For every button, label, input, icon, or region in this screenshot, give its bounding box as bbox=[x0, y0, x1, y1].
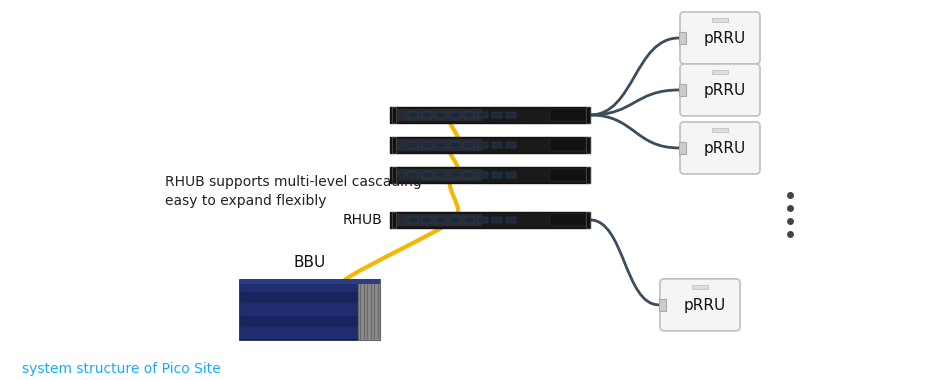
Bar bbox=[478, 217, 488, 223]
Bar bbox=[550, 214, 586, 226]
Bar bbox=[712, 70, 728, 74]
Bar bbox=[358, 280, 380, 340]
Bar bbox=[712, 128, 728, 132]
Text: RHUB supports multi-level cascading
easy to expand flexibly: RHUB supports multi-level cascading easy… bbox=[165, 175, 422, 209]
Bar bbox=[450, 112, 460, 118]
Bar bbox=[422, 172, 432, 178]
Bar bbox=[450, 217, 460, 223]
Bar bbox=[464, 142, 474, 148]
Bar bbox=[679, 142, 686, 154]
Bar bbox=[408, 172, 418, 178]
FancyBboxPatch shape bbox=[660, 279, 740, 331]
Bar bbox=[712, 18, 728, 22]
Bar bbox=[478, 172, 488, 178]
Bar bbox=[586, 137, 590, 153]
Bar bbox=[550, 169, 586, 181]
Text: pRRU: pRRU bbox=[704, 141, 746, 157]
Bar bbox=[240, 280, 380, 291]
Bar bbox=[464, 172, 474, 178]
Text: pRRU: pRRU bbox=[704, 32, 746, 46]
Bar bbox=[550, 109, 586, 121]
Text: pRRU: pRRU bbox=[704, 84, 746, 98]
Bar bbox=[659, 299, 666, 311]
Bar bbox=[392, 212, 396, 228]
Bar bbox=[492, 142, 502, 148]
Text: RHUB: RHUB bbox=[342, 213, 382, 227]
Bar bbox=[392, 139, 482, 151]
Bar bbox=[492, 217, 502, 223]
Bar bbox=[478, 112, 488, 118]
Bar bbox=[450, 172, 460, 178]
Bar bbox=[464, 217, 474, 223]
Bar bbox=[506, 142, 516, 148]
Bar bbox=[436, 112, 446, 118]
Bar bbox=[422, 112, 432, 118]
Bar bbox=[392, 167, 396, 183]
Bar bbox=[408, 142, 418, 148]
Bar bbox=[392, 214, 482, 226]
Bar bbox=[390, 107, 590, 123]
Bar bbox=[436, 142, 446, 148]
Bar bbox=[408, 112, 418, 118]
Text: BBU: BBU bbox=[294, 255, 326, 270]
Bar bbox=[492, 112, 502, 118]
Text: pRRU: pRRU bbox=[684, 298, 726, 314]
Bar bbox=[240, 304, 380, 315]
Bar bbox=[240, 328, 380, 339]
Bar bbox=[392, 137, 396, 153]
Bar bbox=[422, 142, 432, 148]
Bar bbox=[506, 172, 516, 178]
Bar bbox=[586, 167, 590, 183]
Bar bbox=[408, 217, 418, 223]
Bar bbox=[392, 169, 482, 181]
FancyBboxPatch shape bbox=[680, 122, 760, 174]
Bar bbox=[240, 292, 380, 303]
Bar bbox=[422, 217, 432, 223]
Bar bbox=[478, 142, 488, 148]
Bar bbox=[436, 172, 446, 178]
Bar bbox=[390, 137, 590, 153]
Bar bbox=[492, 172, 502, 178]
FancyBboxPatch shape bbox=[680, 12, 760, 64]
Bar bbox=[464, 112, 474, 118]
Text: system structure of Pico Site: system structure of Pico Site bbox=[22, 362, 220, 376]
Bar bbox=[692, 285, 708, 289]
Bar bbox=[506, 112, 516, 118]
Bar bbox=[392, 107, 396, 123]
Bar bbox=[240, 280, 380, 340]
Bar bbox=[586, 107, 590, 123]
Bar bbox=[679, 32, 686, 44]
Bar bbox=[390, 212, 590, 228]
Bar bbox=[436, 217, 446, 223]
Bar bbox=[240, 280, 380, 284]
Bar bbox=[506, 217, 516, 223]
Bar bbox=[240, 316, 380, 328]
FancyBboxPatch shape bbox=[680, 64, 760, 116]
Bar bbox=[450, 142, 460, 148]
Bar bbox=[586, 212, 590, 228]
Bar bbox=[390, 167, 590, 183]
Bar bbox=[550, 139, 586, 151]
Bar bbox=[679, 84, 686, 96]
Bar bbox=[392, 109, 482, 121]
